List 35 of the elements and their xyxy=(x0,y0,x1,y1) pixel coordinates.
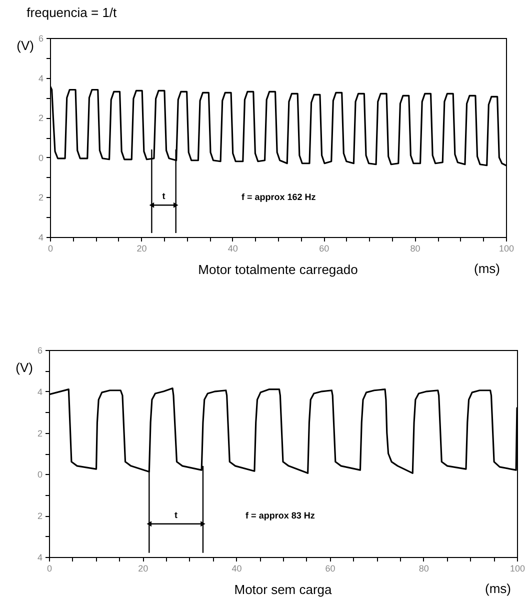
y-tick-label: 4 xyxy=(37,386,42,397)
x-tick-label: 100 xyxy=(498,244,514,254)
y-axis-title: (V) xyxy=(16,38,34,53)
text: Motor totalmente carregado xyxy=(198,262,358,277)
x-tick-label: 60 xyxy=(325,564,336,574)
y-tick-label: 2 xyxy=(37,428,42,438)
ref-line-label: t xyxy=(162,191,166,202)
x-tick-label: 20 xyxy=(136,244,147,254)
y-tick-label: 2 xyxy=(37,511,42,522)
y-tick-label: 4 xyxy=(37,552,42,562)
y-tick-label: 4 xyxy=(38,232,44,242)
x-tick-label: 80 xyxy=(410,244,420,254)
x-tick-label: 80 xyxy=(418,564,429,574)
annotation: f = approx 162 Hz xyxy=(242,192,316,202)
y-tick-label: 0 xyxy=(37,470,42,480)
x-tick-label: 100 xyxy=(510,564,526,574)
x-tick-label: 20 xyxy=(138,564,148,574)
x-axis-title: (ms) xyxy=(474,261,500,276)
y-tick-label: 4 xyxy=(38,73,44,84)
y-tick-label: 6 xyxy=(38,34,44,44)
x-axis-title: (ms) xyxy=(485,581,511,596)
x-tick-label: 60 xyxy=(319,244,330,254)
y-tick-label: 2 xyxy=(38,192,44,203)
chart-title: frequencia = 1/t xyxy=(26,5,118,20)
ref-line-label: t xyxy=(174,510,178,520)
y-tick-label: 2 xyxy=(38,113,44,124)
text: Motor sem carga xyxy=(234,582,333,597)
x-tick-label: 40 xyxy=(228,244,238,254)
x-tick-label: 0 xyxy=(46,564,52,574)
annotation: f = approx 83 Hz xyxy=(246,510,316,521)
y-tick-label: 0 xyxy=(38,152,44,163)
x-tick-label: 40 xyxy=(232,564,242,574)
y-tick-label: 6 xyxy=(37,346,42,356)
x-tick-label: 0 xyxy=(48,244,54,254)
y-axis-title: (V) xyxy=(16,360,33,375)
